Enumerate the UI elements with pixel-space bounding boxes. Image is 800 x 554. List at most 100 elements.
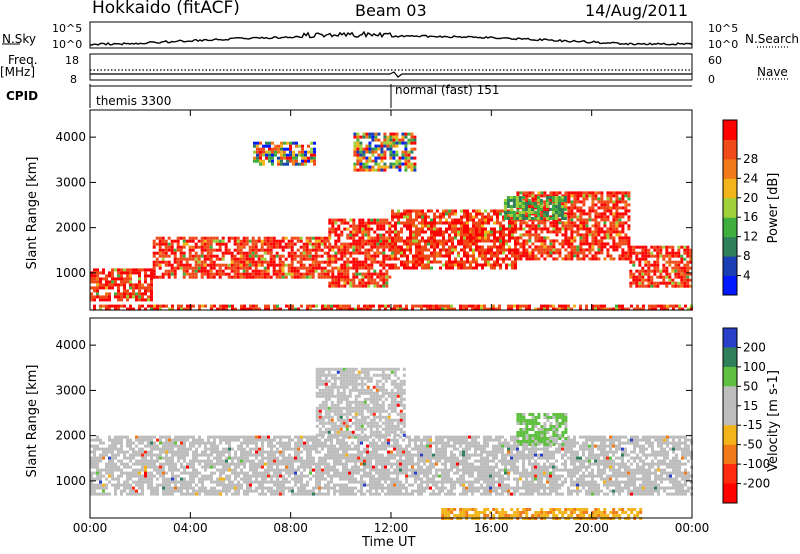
- vel-cbar-tick-5: -50: [743, 438, 763, 452]
- power-ytick-label-2: 3000: [55, 175, 86, 189]
- time-x-axis: 00:00 04:00 08:00 12:00 16:00 20:00 00:00: [73, 110, 710, 535]
- vel-cbar-swatch-7: [723, 464, 737, 485]
- vel-ytick-label-2: 3000: [55, 383, 86, 397]
- power-echo-region-2: [328, 218, 392, 288]
- nave-label: Nave: [757, 65, 788, 79]
- vel-echo-region-0: [90, 435, 693, 496]
- cpid-mode-2: normal (fast) 151: [395, 83, 500, 97]
- nsearch-tick-top: 10^5: [708, 22, 739, 35]
- freq-panel: [89, 53, 790, 81]
- power-cbar-swatch-2: [723, 236, 737, 257]
- xtick-label-5: 20:00: [574, 521, 609, 535]
- power-echo-region-9: [503, 196, 567, 220]
- freq-unit: [MHz]: [0, 65, 36, 79]
- vel-ytick-label-1: 2000: [55, 429, 86, 443]
- power-cbar-tick-2: 12: [743, 230, 758, 244]
- velocity-y-axis: 1000 2000 3000 4000: [55, 338, 692, 488]
- power-colorbar: 4 8 12 16 20 24 28: [722, 119, 758, 296]
- power-cbar-tick-6: 28: [743, 152, 758, 166]
- xtick-label-4: 16:00: [474, 521, 509, 535]
- station-title: Hokkaido (fitACF): [92, 0, 240, 18]
- power-echo-region-8: [353, 132, 417, 172]
- xtick-label-0: 00:00: [73, 521, 108, 535]
- cpid-panel: [89, 84, 692, 108]
- velocity-colorbar: 200 100 50 15 -15 -50 -100 -200: [722, 327, 770, 504]
- power-cbar-swatch-1: [723, 256, 737, 277]
- power-cbar-tick-1: 8: [743, 249, 751, 263]
- cpid-label: CPID: [6, 89, 39, 103]
- vel-cbar-tick-1: 100: [743, 360, 766, 374]
- vel-echo-region-1: [315, 367, 406, 437]
- xtick-label-3: 12:00: [374, 521, 409, 535]
- vel-cbar-swatch-4: [723, 405, 737, 426]
- power-echo-region-7: [253, 141, 316, 166]
- power-cbar-tick-5: 24: [743, 171, 758, 185]
- vel-cbar-swatch-3: [723, 386, 737, 407]
- power-cbar-label: Power [dB]: [766, 172, 781, 244]
- date-title: 14/Aug/2011: [585, 1, 689, 20]
- nsearch-tick-bottom: 10^0: [708, 38, 739, 51]
- xtick-label-2: 08:00: [273, 521, 308, 535]
- power-cbar-tick-0: 4: [743, 269, 751, 283]
- nsky-label: N.Sky: [2, 32, 37, 46]
- power-cbar-tick-4: 20: [743, 191, 758, 205]
- power-echo-cells: [90, 132, 693, 311]
- xtick-label-6: 00:00: [675, 521, 710, 535]
- power-echo-region-1: [152, 236, 330, 279]
- vel-cbar-swatch-5: [723, 425, 737, 446]
- power-panel: 1000 2000 3000 4000: [55, 109, 693, 311]
- power-echo-region-3: [391, 209, 517, 270]
- power-echo-region-0: [90, 268, 153, 302]
- power-ytick-label-1: 2000: [55, 221, 86, 235]
- cpid-mode-1: themis 3300: [96, 94, 172, 108]
- power-cbar-swatch-8: [723, 120, 737, 140]
- beam-title: Beam 03: [355, 1, 427, 20]
- freq-trace: [90, 71, 692, 78]
- power-cbar-swatch-7: [723, 139, 737, 160]
- power-ytick-label-3: 4000: [55, 130, 86, 144]
- power-cbar-swatch-5: [723, 178, 737, 199]
- power-echo-region-5: [629, 245, 693, 288]
- xtick-label-1: 04:00: [173, 521, 208, 535]
- power-cbar-swatch-0: [723, 275, 737, 296]
- vel-cbar-swatch-1: [723, 347, 737, 368]
- velocity-echo-cells: [90, 367, 693, 520]
- vel-ytick-label-0: 1000: [55, 474, 86, 488]
- power-cbar-tick-3: 16: [743, 210, 758, 224]
- velocity-ylabel: Slant Range [km]: [25, 364, 40, 478]
- vel-cbar-tick-3: 15: [743, 399, 758, 413]
- nave-tick-bottom: 0: [708, 73, 715, 86]
- velocity-panel: 1000 2000 3000 4000 00:00 04:00 08:00 12:00 16:…: [55, 110, 709, 535]
- power-cbar-swatch-4: [723, 197, 737, 218]
- nave-tick-top: 60: [708, 54, 722, 67]
- power-cbar-swatch-6: [723, 158, 737, 179]
- nsky-tick-top: 10^5: [52, 22, 83, 35]
- nsearch-label: N.Search: [745, 32, 800, 46]
- power-ylabel: Slant Range [km]: [25, 156, 40, 270]
- vel-cbar-swatch-8: [723, 483, 737, 504]
- power-ytick-label-0: 1000: [55, 266, 86, 280]
- vel-echo-region-2: [516, 413, 568, 446]
- nsky-trace: [89, 30, 693, 46]
- vel-cbar-swatch-6: [723, 444, 737, 465]
- vel-cbar-tick-0: 200: [743, 340, 766, 354]
- nsky-tick-bottom: 10^0: [52, 38, 83, 51]
- velocity-cbar-label: Velocity [m s-1]: [766, 370, 781, 472]
- vel-ytick-label-3: 4000: [55, 338, 86, 352]
- vel-cbar-tick-6: -100: [743, 457, 770, 471]
- freq-tick-bottom: 8: [70, 73, 77, 86]
- time-xlabel: Time UT: [362, 535, 416, 550]
- vel-cbar-tick-4: -15: [743, 418, 763, 432]
- power-echo-region-6: [93, 304, 693, 311]
- freq-tick-top: 18: [65, 54, 79, 67]
- vel-cbar-tick-2: 50: [743, 379, 758, 393]
- vel-cbar-swatch-0: [723, 328, 737, 348]
- power-echo-region-4: [516, 191, 631, 261]
- nsky-panel: [2, 21, 790, 49]
- power-y-axis: 1000 2000 3000 4000: [55, 130, 692, 280]
- power-cbar-swatch-3: [723, 217, 737, 238]
- freq-label: Freq.: [8, 53, 38, 67]
- vel-cbar-swatch-2: [723, 366, 737, 387]
- vel-cbar-tick-7: -200: [743, 477, 770, 491]
